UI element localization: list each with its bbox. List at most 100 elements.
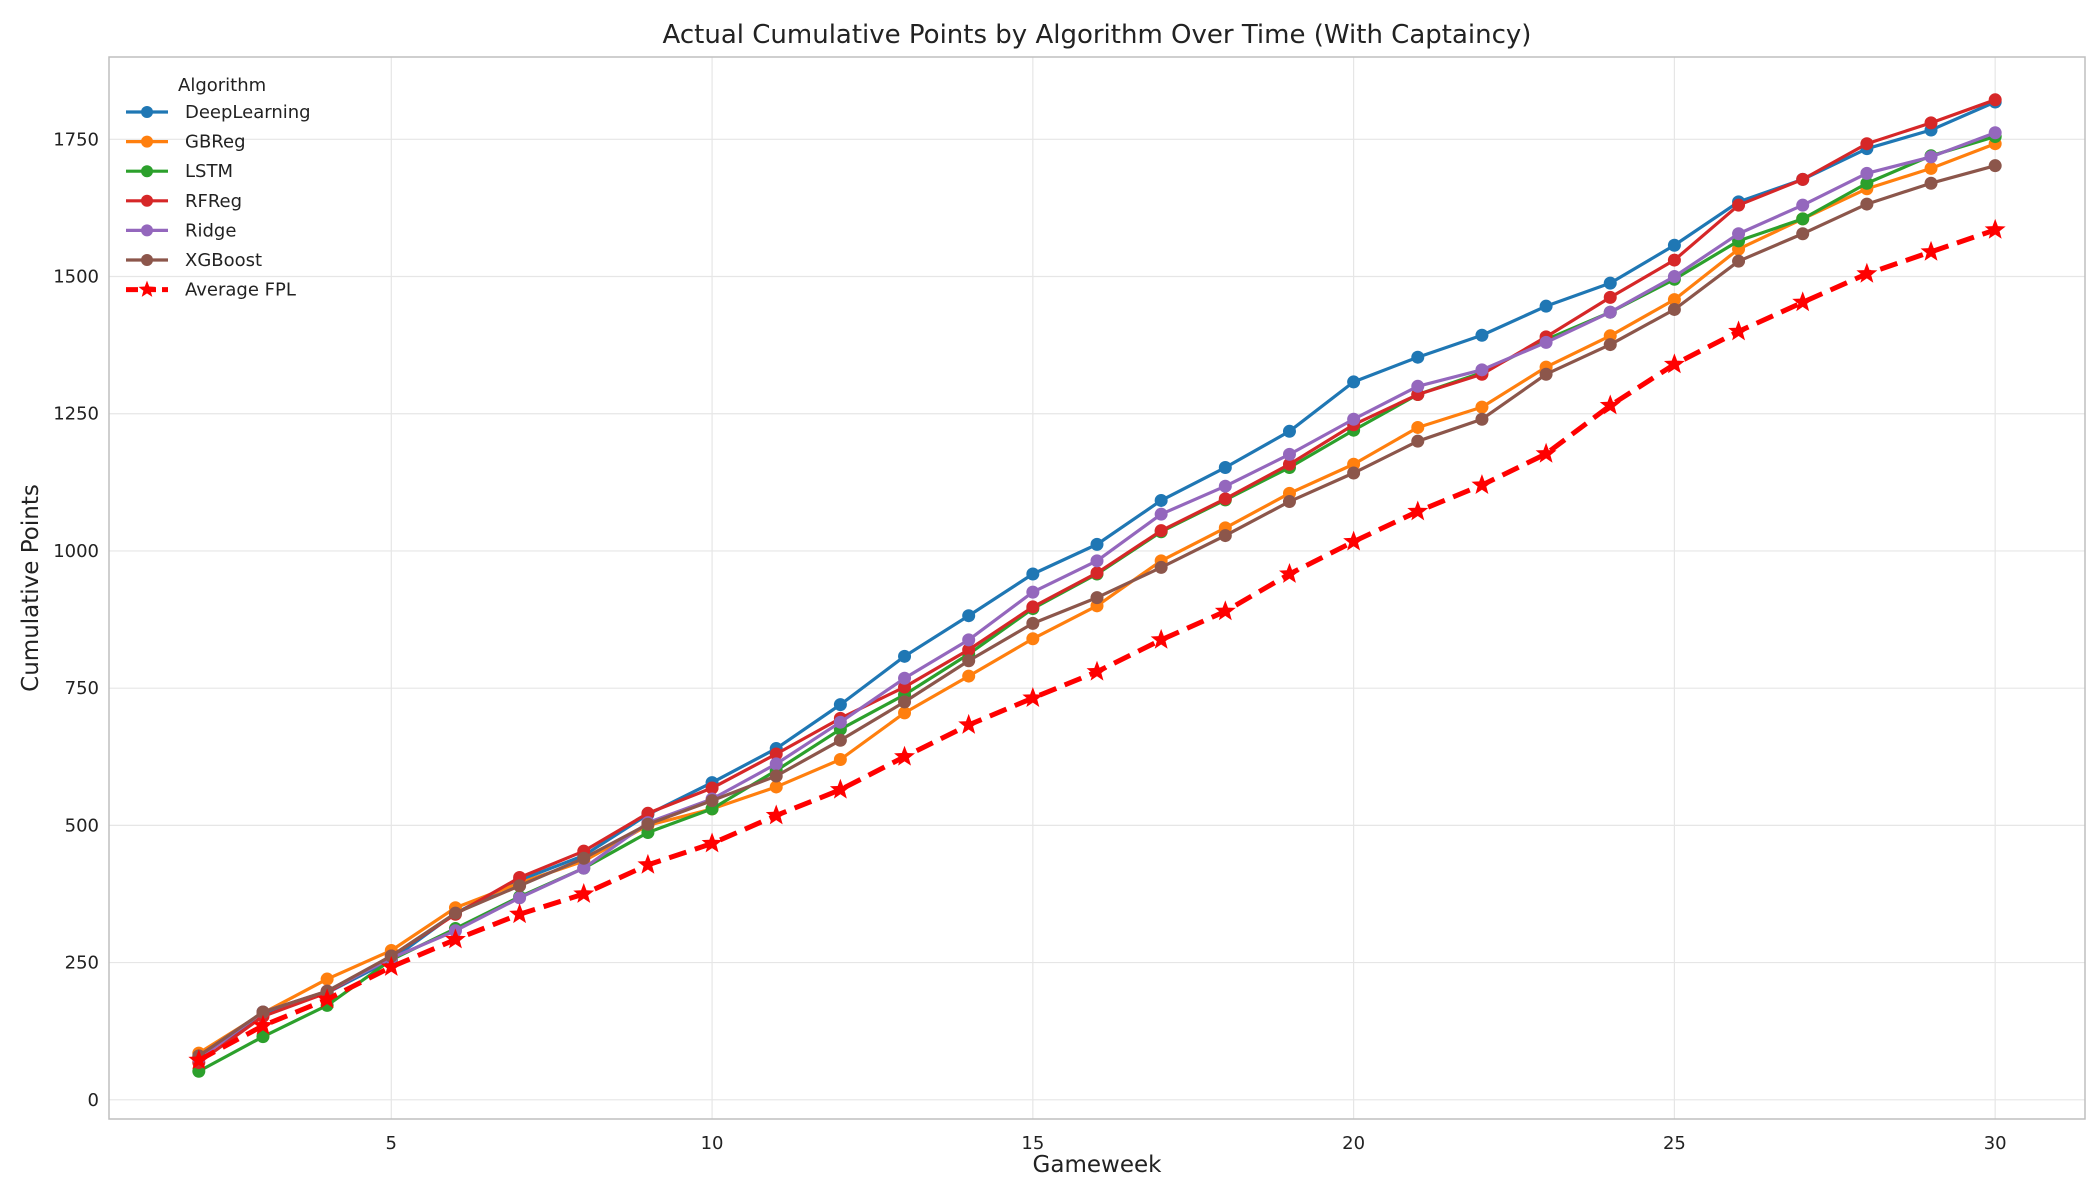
legend-title: Algorithm <box>178 75 266 96</box>
y-tick-label: 750 <box>65 678 99 699</box>
legend-entry: XGBoost <box>126 250 262 271</box>
data-point <box>1343 530 1365 551</box>
data-point <box>1218 461 1232 475</box>
data-point <box>141 194 153 207</box>
data-point <box>577 861 591 875</box>
data-point <box>141 135 153 148</box>
data-point <box>1407 500 1429 521</box>
legend: Algorithm DeepLearning GBReg LSTM RFReg Ridg… <box>126 75 311 301</box>
data-point <box>444 928 466 949</box>
data-point <box>1860 197 1874 211</box>
data-point <box>1150 628 1172 649</box>
data-point <box>1471 474 1493 494</box>
data-point <box>1154 524 1168 538</box>
data-point <box>1475 412 1489 426</box>
x-tick-label: 25 <box>1663 1133 1686 1154</box>
data-point <box>138 280 156 297</box>
data-point <box>1732 227 1746 241</box>
data-point <box>898 706 912 720</box>
data-point <box>1475 400 1489 414</box>
legend-entry: GBReg <box>126 132 246 153</box>
data-point <box>316 988 338 1009</box>
data-point <box>188 1049 210 1070</box>
data-point <box>1279 563 1300 583</box>
data-point <box>1411 420 1425 434</box>
data-point <box>898 649 912 663</box>
data-point <box>577 851 591 865</box>
data-point <box>829 778 851 799</box>
data-point <box>448 906 462 920</box>
data-point <box>1282 447 1296 461</box>
data-point <box>1347 466 1361 480</box>
data-point <box>1603 305 1617 319</box>
data-point <box>141 106 153 118</box>
data-point <box>833 753 847 767</box>
data-point <box>380 955 402 976</box>
data-point <box>637 853 659 874</box>
data-point <box>1026 632 1040 646</box>
data-point <box>833 715 847 729</box>
y-tick-label: 1750 <box>53 129 99 150</box>
series-group <box>188 93 2006 1078</box>
data-point <box>765 804 787 825</box>
data-point <box>701 832 723 853</box>
y-tick-label: 1500 <box>53 267 99 288</box>
data-point <box>962 633 976 647</box>
x-tick-label: 15 <box>1021 1133 1044 1154</box>
data-point <box>256 1005 270 1019</box>
data-point <box>1475 363 1489 377</box>
data-point <box>1728 320 1750 341</box>
x-tick-label: 30 <box>1984 1133 2007 1154</box>
legend-entries: DeepLearning GBReg LSTM RFReg Ridge XGBoost Av… <box>126 102 311 301</box>
data-point <box>1796 172 1810 186</box>
legend-entry: Ridge <box>126 220 236 241</box>
legend-label: Ridge <box>185 220 236 241</box>
data-point <box>1090 554 1104 568</box>
data-point <box>320 972 334 986</box>
data-point <box>641 817 655 831</box>
data-point <box>1988 93 2002 107</box>
data-point <box>1860 166 1874 180</box>
series-line <box>188 218 2006 1070</box>
data-point <box>898 695 912 709</box>
data-point <box>1086 660 1108 681</box>
data-point <box>1539 335 1553 349</box>
legend-label: Average FPL <box>185 280 296 301</box>
data-point <box>1282 457 1296 471</box>
data-point <box>1792 291 1814 312</box>
legend-label: XGBoost <box>185 250 262 271</box>
data-point <box>1984 218 2006 239</box>
data-point <box>1667 238 1681 252</box>
data-point <box>833 733 847 747</box>
data-point <box>1347 412 1361 426</box>
data-point <box>1218 479 1232 493</box>
data-point <box>256 1030 270 1044</box>
data-point <box>1663 353 1685 374</box>
data-point <box>1924 150 1938 164</box>
data-point <box>1732 198 1746 212</box>
data-point <box>1090 566 1104 580</box>
legend-entry: Average FPL <box>126 280 296 301</box>
data-point <box>141 165 153 178</box>
data-point <box>141 254 153 266</box>
data-point <box>1599 394 1621 415</box>
y-tick-label: 500 <box>65 815 99 836</box>
x-axis-label: Gameweek <box>1033 1152 1163 1178</box>
data-point <box>705 781 719 795</box>
data-point <box>1539 299 1553 313</box>
data-point <box>1603 290 1617 304</box>
data-point <box>1214 600 1236 621</box>
data-point <box>958 713 980 734</box>
data-point <box>1026 600 1040 614</box>
data-point <box>1090 537 1104 551</box>
data-point <box>1667 270 1681 284</box>
data-point <box>1154 560 1168 574</box>
legend-entry: RFReg <box>126 191 242 212</box>
data-point <box>1282 424 1296 438</box>
data-point <box>1218 492 1232 506</box>
x-tick-label: 20 <box>1342 1133 1365 1154</box>
data-point <box>1796 212 1810 226</box>
data-point <box>1475 328 1489 342</box>
data-point <box>509 903 531 924</box>
